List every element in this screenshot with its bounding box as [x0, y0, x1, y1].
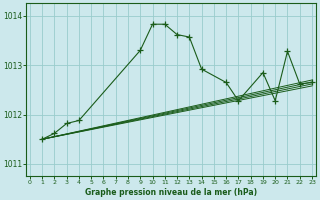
X-axis label: Graphe pression niveau de la mer (hPa): Graphe pression niveau de la mer (hPa) — [85, 188, 257, 197]
